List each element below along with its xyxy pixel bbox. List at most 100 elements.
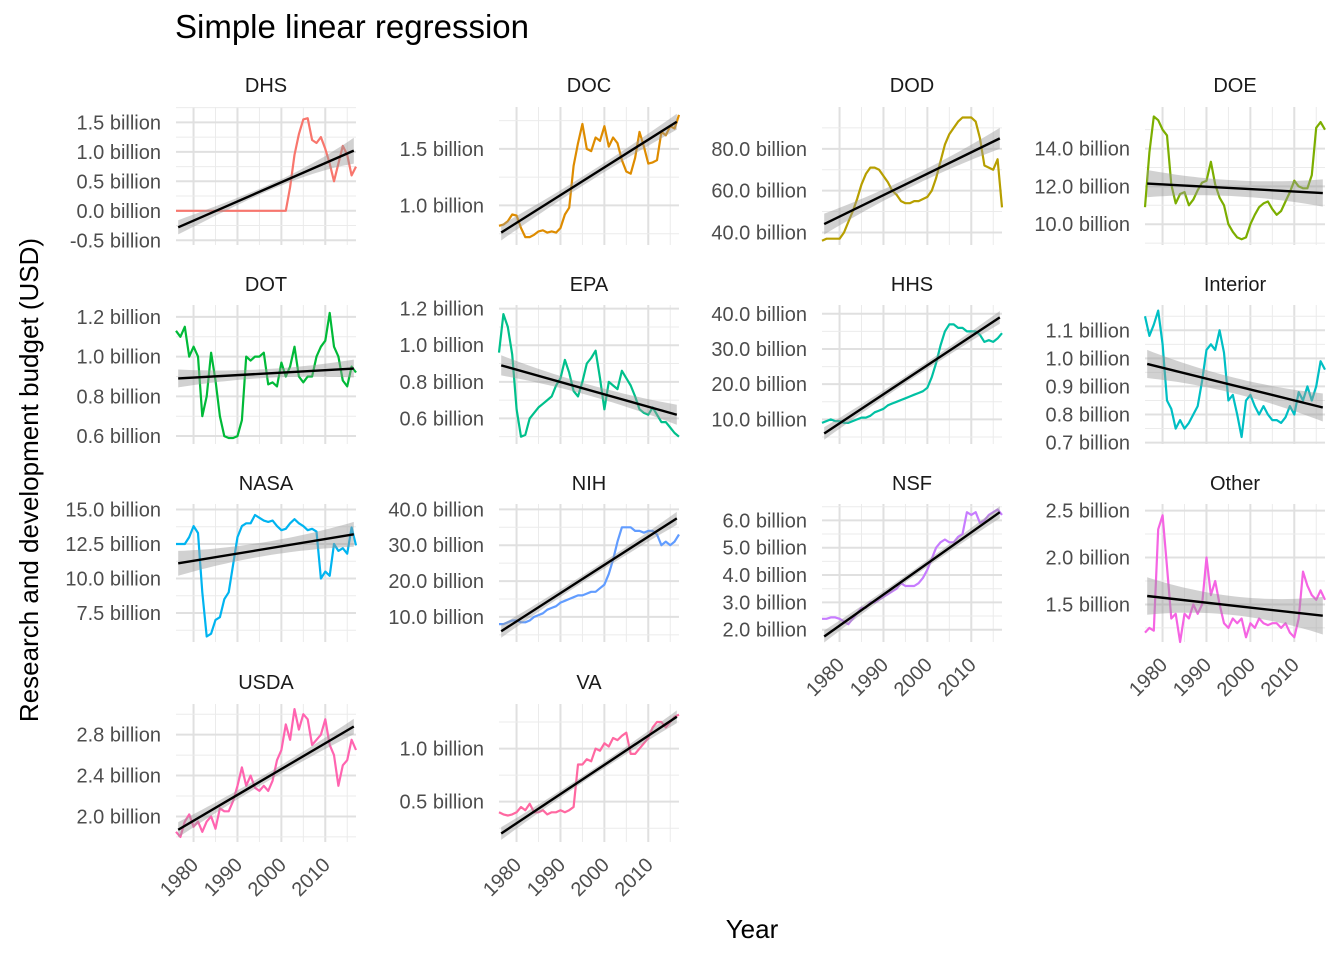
facet-interior: Interior 0.7 billion 0.8 billion 0.9 billio… bbox=[1045, 274, 1326, 455]
y-tick-label: 10.0 billion bbox=[388, 607, 484, 629]
series-line bbox=[1143, 115, 1326, 241]
y-tick-label: 1.1 billion bbox=[1045, 320, 1130, 342]
y-tick-label: 0.5 billion bbox=[76, 171, 161, 193]
y-tick-label: 0.0 billion bbox=[76, 201, 161, 223]
regression-line bbox=[500, 364, 678, 416]
y-tick-label: 1.5 billion bbox=[399, 139, 484, 161]
facet-label: DOD bbox=[890, 75, 934, 97]
facet-label: USDA bbox=[238, 672, 294, 694]
series-line bbox=[821, 116, 1004, 242]
y-tick-label: 12.0 billion bbox=[1034, 176, 1130, 198]
series-line bbox=[822, 508, 1003, 626]
y-tick-label: 1.2 billion bbox=[399, 299, 484, 321]
facet-doc: DOC 1.0 billion 1.5 billion bbox=[399, 75, 681, 245]
x-axis-title: Year bbox=[726, 914, 779, 944]
series-line bbox=[821, 323, 1003, 424]
facet-dot: DOT 0.6 billion 0.8 billion 1.0 billion 1.2 … bbox=[76, 274, 357, 448]
y-tick-label: 2.4 billion bbox=[76, 766, 161, 788]
y-tick-label: 1.0 billion bbox=[399, 739, 484, 761]
y-tick-label: 2.0 billion bbox=[1045, 548, 1130, 570]
y-tick-label: 3.0 billion bbox=[722, 592, 807, 614]
facet-label: EPA bbox=[570, 274, 609, 296]
regression-line bbox=[1147, 594, 1323, 617]
y-tick-label: 40.0 billion bbox=[711, 222, 807, 244]
series-line bbox=[497, 313, 680, 438]
regression-line bbox=[177, 149, 355, 229]
series-line bbox=[175, 707, 358, 839]
series-line bbox=[499, 526, 680, 626]
series-line bbox=[176, 513, 358, 638]
y-tick-label: 80.0 billion bbox=[711, 139, 807, 161]
facet-dhs: DHS -0.5 billion 0.0 billion 0.5 billion 1.0… bbox=[70, 75, 357, 252]
facet-label: Interior bbox=[1204, 274, 1267, 296]
y-tick-label: 0.8 billion bbox=[399, 372, 484, 394]
y-tick-label: 0.8 billion bbox=[76, 386, 161, 408]
y-tick-label: -0.5 billion bbox=[70, 230, 161, 252]
y-tick-label: 40.0 billion bbox=[388, 499, 484, 521]
y-tick-label: 0.5 billion bbox=[399, 792, 484, 814]
facet-label: NSF bbox=[892, 473, 932, 495]
y-tick-label: 10.0 billion bbox=[1034, 214, 1130, 236]
series-line bbox=[1144, 514, 1326, 644]
y-tick-label: 2.8 billion bbox=[76, 725, 161, 747]
facet-label: Other bbox=[1210, 473, 1260, 495]
y-tick-label: 30.0 billion bbox=[388, 535, 484, 557]
y-tick-label: 1.5 billion bbox=[76, 112, 161, 134]
y-tick-label: 7.5 billion bbox=[76, 603, 161, 625]
facet-label: VA bbox=[576, 672, 602, 694]
regression-line bbox=[177, 533, 355, 565]
regression-line bbox=[823, 316, 1001, 435]
y-tick-label: 15.0 billion bbox=[65, 500, 161, 522]
y-tick-label: 1.5 billion bbox=[1045, 594, 1130, 616]
facet-label: DOC bbox=[567, 75, 611, 97]
series-line bbox=[176, 117, 357, 212]
y-tick-label: 2.0 billion bbox=[722, 620, 807, 642]
y-tick-label: 5.0 billion bbox=[722, 538, 807, 560]
facet-label: DOE bbox=[1213, 75, 1256, 97]
facet-label: DOT bbox=[245, 274, 287, 296]
regression-line bbox=[823, 137, 1001, 226]
y-tick-label: 20.0 billion bbox=[388, 571, 484, 593]
y-axis-title: Research and development budget (USD) bbox=[14, 238, 44, 722]
y-tick-label: 1.2 billion bbox=[76, 307, 161, 329]
facet-label: HHS bbox=[891, 274, 933, 296]
facet-epa: EPA 0.6 billion 0.8 billion 1.0 billion 1.2 … bbox=[399, 274, 680, 444]
facet-dod: DOD 40.0 billion 60.0 billion 80.0 billion bbox=[711, 75, 1004, 245]
facet-doe: DOE 10.0 billion 12.0 billion 14.0 billion bbox=[1034, 75, 1326, 245]
regression-line bbox=[823, 511, 1001, 638]
facet-hhs: HHS 10.0 billion 20.0 billion 30.0 billion 4… bbox=[711, 274, 1003, 444]
facet-nasa: NASA 7.5 billion 10.0 billion 12.5 billion 1… bbox=[65, 473, 358, 642]
series-line bbox=[498, 114, 681, 239]
y-tick-label: 60.0 billion bbox=[711, 181, 807, 203]
y-tick-label: 2.5 billion bbox=[1045, 501, 1130, 523]
y-tick-label: 0.7 billion bbox=[1045, 433, 1130, 455]
regression-line bbox=[1146, 362, 1324, 409]
facet-label: NASA bbox=[239, 473, 294, 495]
y-tick-label: 14.0 billion bbox=[1034, 139, 1130, 161]
y-tick-label: 20.0 billion bbox=[711, 374, 807, 396]
regression-line bbox=[1147, 182, 1323, 195]
y-tick-label: 10.0 billion bbox=[65, 569, 161, 591]
series-line bbox=[1143, 309, 1326, 439]
facet-label: DHS bbox=[245, 75, 287, 97]
y-tick-label: 40.0 billion bbox=[711, 304, 807, 326]
y-tick-label: 2.0 billion bbox=[76, 806, 161, 828]
regression-line bbox=[178, 367, 354, 380]
y-tick-label: 1.0 billion bbox=[1045, 348, 1130, 370]
y-tick-label: 1.0 billion bbox=[399, 335, 484, 357]
y-tick-label: 0.6 billion bbox=[399, 408, 484, 430]
y-tick-label: 1.0 billion bbox=[76, 347, 161, 369]
y-tick-label: 6.0 billion bbox=[722, 510, 807, 532]
regression-line bbox=[177, 725, 355, 831]
y-tick-label: 1.0 billion bbox=[76, 142, 161, 164]
y-tick-label: 0.6 billion bbox=[76, 426, 161, 448]
regression-line bbox=[500, 517, 678, 633]
regression-line bbox=[500, 715, 678, 835]
facet-label: NIH bbox=[572, 473, 606, 495]
y-tick-label: 0.9 billion bbox=[1045, 376, 1130, 398]
y-tick-label: 0.8 billion bbox=[1045, 405, 1130, 427]
series-line bbox=[175, 311, 357, 440]
